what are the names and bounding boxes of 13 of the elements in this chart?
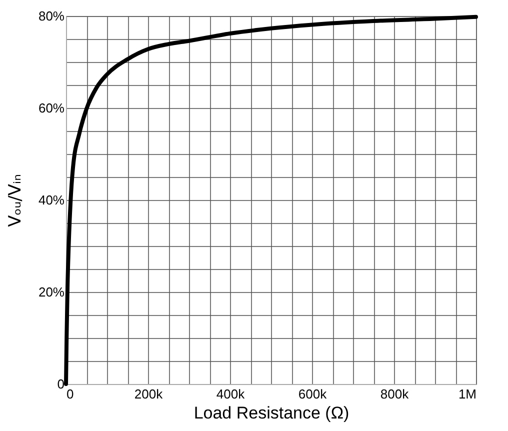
x-tick-label: 400k	[216, 386, 246, 402]
y-tick-label: 20%	[38, 284, 65, 300]
y-tick-label: 60%	[38, 100, 65, 116]
x-axis-title: Load Resistance (Ω)	[194, 404, 350, 422]
y-tick-label: 0	[57, 376, 64, 392]
x-tick-label: 600k	[298, 386, 328, 402]
y-tick-label: 40%	[38, 192, 65, 208]
y-tick-label: 80%	[38, 8, 65, 24]
x-tick-label: 200k	[134, 386, 164, 402]
x-tick-label: 800k	[380, 386, 410, 402]
y-axis-title: Vₒᵤ/Vᵢₙ	[5, 174, 26, 227]
x-tick-label: 1M	[458, 386, 476, 402]
line-series	[64, 14, 478, 386]
